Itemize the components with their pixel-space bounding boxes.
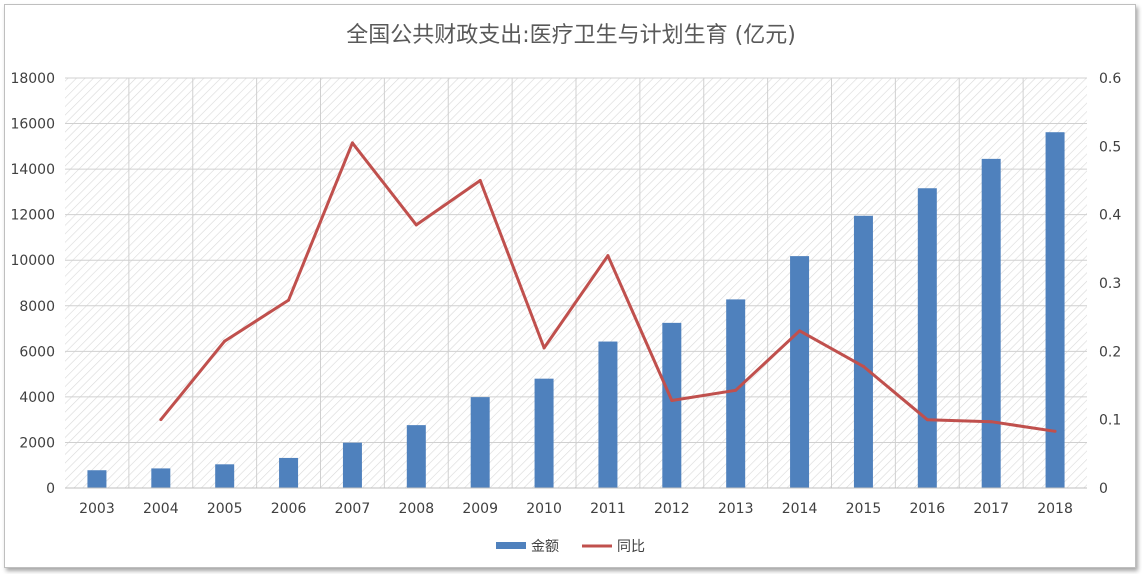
x-tick-label: 2005: [207, 501, 243, 517]
line-point: [798, 329, 802, 333]
chart-frame: 全国公共财政支出:医疗卫生与计划生育 (亿元) 0 2000 4000 6000 800…: [4, 4, 1136, 568]
bar: [662, 322, 682, 488]
x-tick-label: 2016: [909, 501, 945, 517]
line-point: [223, 339, 227, 343]
y-right-tick-label: 0.4: [1099, 208, 1121, 224]
y-right-tick-label: 0: [1099, 481, 1108, 497]
bar: [917, 188, 937, 488]
x-tick-label: 2007: [335, 501, 371, 517]
x-tick-label: 2014: [782, 501, 818, 517]
y-right-tick-label: 0.2: [1099, 344, 1121, 360]
axes: 0 2000 4000 6000 8000 10000 12000 14000 16000 180…: [10, 71, 1121, 517]
legend-label-line: 同比: [617, 539, 645, 555]
bar: [981, 158, 1001, 488]
line-point: [414, 223, 418, 227]
legend: 金额 同比: [496, 539, 645, 555]
y-left-tick-label: 6000: [19, 344, 55, 360]
line-point: [159, 418, 163, 422]
x-tick-label: 2006: [271, 501, 307, 517]
line-point: [734, 388, 738, 392]
y-left-tick-label: 8000: [19, 299, 55, 315]
x-tick-label: 2008: [398, 501, 434, 517]
line-point: [287, 298, 291, 302]
bar: [406, 425, 426, 488]
x-tick-label: 2017: [973, 501, 1009, 517]
x-tick-label: 2009: [462, 501, 498, 517]
bar-series: [87, 132, 1065, 489]
x-tick-label: 2013: [718, 501, 754, 517]
x-tick-label: 2010: [526, 501, 562, 517]
bar: [790, 256, 810, 488]
line-point: [542, 346, 546, 350]
y-left-tick-label: 4000: [19, 390, 55, 406]
y-left-tick-label: 0: [46, 481, 55, 497]
x-tick-label: 2011: [590, 501, 626, 517]
y-left-tick-label: 16000: [10, 117, 55, 133]
y-left-tick-label: 2000: [19, 435, 55, 451]
line-point: [925, 418, 929, 422]
bar: [853, 215, 873, 489]
bar: [598, 341, 618, 488]
y-right-tick-label: 0.5: [1099, 139, 1121, 155]
bar: [215, 464, 235, 488]
x-tick-label: 2012: [654, 501, 690, 517]
line-point: [606, 254, 610, 258]
bar: [342, 442, 362, 488]
bar: [534, 378, 554, 488]
line-point: [861, 364, 865, 368]
line-point: [989, 420, 993, 424]
legend-label-bar: 金额: [531, 539, 559, 555]
line-point: [670, 399, 674, 403]
y-left-tick-label: 18000: [10, 71, 55, 87]
y-right-tick-label: 0.3: [1099, 276, 1121, 292]
y-left-tick-label: 12000: [10, 208, 55, 224]
line-point: [350, 141, 354, 145]
bar: [726, 299, 746, 488]
bar: [279, 457, 299, 488]
line-series: [159, 141, 1057, 433]
y-left-tick-label: 10000: [10, 253, 55, 269]
line-point: [1053, 429, 1057, 433]
x-tick-label: 2018: [1037, 501, 1073, 517]
bar: [1045, 132, 1065, 488]
bar: [470, 397, 490, 488]
x-tick-label: 2003: [79, 501, 115, 517]
chart-title: 全国公共财政支出:医疗卫生与计划生育 (亿元): [346, 23, 796, 48]
chart-svg: 全国公共财政支出:医疗卫生与计划生育 (亿元) 0 2000 4000 6000 800…: [10, 23, 1121, 555]
grid-lines: [65, 77, 1087, 488]
line-point: [478, 179, 482, 182]
x-tick-label: 2004: [143, 501, 179, 517]
x-tick-label: 2015: [846, 501, 882, 517]
y-right-tick-label: 0.6: [1099, 71, 1121, 87]
y-left-tick-label: 14000: [10, 162, 55, 178]
bar: [151, 468, 171, 488]
y-right-tick-label: 0.1: [1099, 413, 1121, 429]
bar: [87, 470, 107, 488]
legend-swatch-bar: [496, 542, 526, 549]
